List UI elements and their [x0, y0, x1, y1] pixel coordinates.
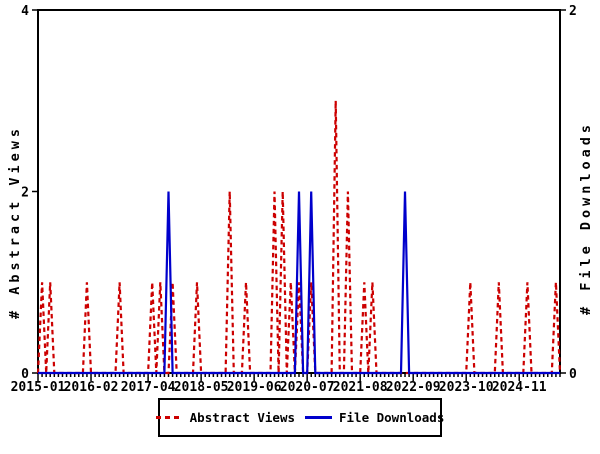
y-left-tick-label: 4 [21, 4, 29, 19]
x-tick-label: 2021-08 [333, 380, 388, 395]
legend-item-abstract-views: Abstract Views [155, 410, 295, 425]
y-left-tick-label: 0 [21, 367, 29, 382]
legend: Abstract Views File Downloads [155, 398, 444, 437]
x-tick-label: 2017-04 [121, 380, 176, 395]
x-tick-label: 2022-09 [386, 380, 441, 395]
abstract-views-line [36, 100, 562, 375]
abstract-views-line-sample-icon [155, 416, 183, 419]
legend-label-abstract-views: Abstract Views [189, 410, 295, 425]
y-left-tick-label: 2 [21, 186, 29, 201]
x-tick-label: 2019-06 [227, 380, 282, 395]
legend-label-file-downloads: File Downloads [339, 410, 445, 425]
y-axis-label-abstract-views: # Abstract Views [7, 124, 23, 320]
x-tick-label: 2023-10 [439, 380, 494, 395]
y-right-tick-label: 0 [569, 367, 577, 382]
x-tick-label: 2016-02 [64, 380, 119, 395]
x-tick-label: 2020-07 [280, 380, 335, 395]
legend-item-file-downloads: File Downloads [305, 410, 444, 425]
y-axis-label-file-downloads: # File Downloads [578, 120, 594, 316]
x-tick-label: 2024-11 [492, 380, 547, 395]
file-downloads-line [38, 191, 560, 375]
x-tick-label: 2015-01 [11, 380, 66, 395]
y-right-tick-label: 2 [569, 4, 577, 19]
x-tick-label: 2018-05 [174, 380, 229, 395]
file-downloads-line-sample-icon [305, 416, 332, 419]
